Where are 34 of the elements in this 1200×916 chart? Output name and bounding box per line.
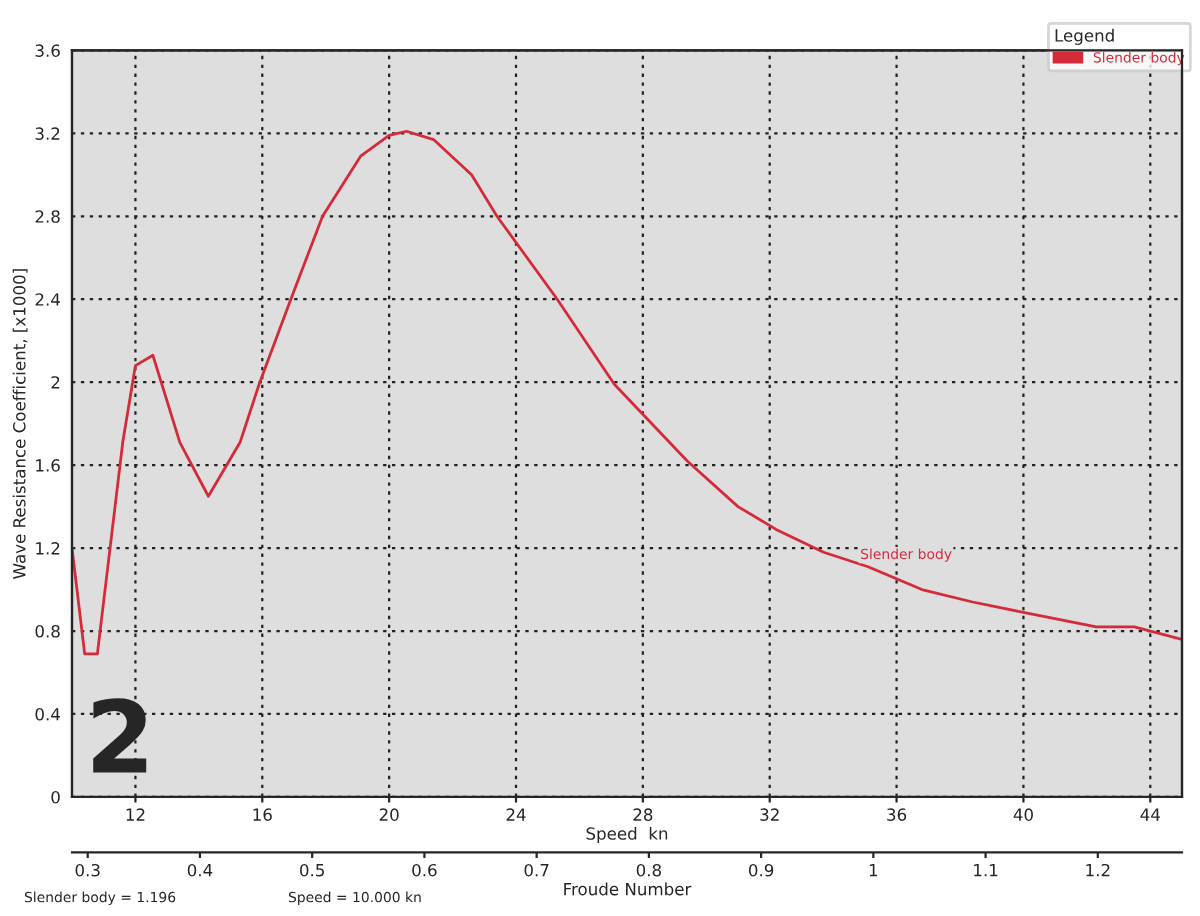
y-tick-label: 0	[51, 790, 60, 804]
x2-tick-label: 1.1	[974, 864, 998, 877]
y-tick-label: 0.8	[35, 624, 60, 638]
y-tick-label: 2.8	[35, 210, 60, 223]
x2-tick-label: 0.9	[748, 863, 774, 877]
y-tick-label: 2	[51, 376, 60, 389]
y-axis-title: Wave Resistance Coefficient, [x1000]	[12, 269, 28, 579]
x-tick-label: 12	[126, 808, 145, 821]
y-tick-label: 1.6	[36, 459, 60, 472]
y-tick-label: 2.4	[35, 293, 60, 306]
x2-tick-label: 1	[869, 864, 878, 877]
line-series	[72, 129, 1182, 656]
y-tick-label: 3.6	[35, 44, 60, 57]
x2-tick-label: 0.3	[75, 863, 100, 877]
x-tick-label: 20	[379, 808, 399, 821]
x-axis-title: Speed kn	[586, 826, 668, 844]
x2-tick-label: 0.7	[524, 863, 549, 877]
x2-tick-label: 0.4	[187, 863, 213, 877]
y-tick-label: 0.4	[35, 707, 60, 721]
x-tick-label: 36	[887, 808, 907, 821]
x2-tick-label: 0.5	[300, 863, 324, 877]
x2-axis-title: Froude Number	[564, 882, 692, 896]
x-tick-label: 44	[1140, 808, 1160, 821]
x-tick-label: 32	[760, 808, 779, 821]
x2-tick-label: 1.2	[1086, 863, 1110, 877]
y-tick-label: 3.2	[35, 127, 60, 140]
x-tick-label: 16	[253, 808, 272, 821]
y-tick-label: 1.2	[36, 542, 60, 555]
x-tick-label: 40	[1013, 808, 1033, 821]
x-tick-label: 28	[633, 808, 653, 821]
legend-title: Legend	[1055, 28, 1114, 45]
x2-tick-label: 0.8	[636, 863, 661, 877]
x2-tick-label: 0.6	[412, 863, 437, 877]
x-tick-label: 24	[506, 808, 526, 821]
